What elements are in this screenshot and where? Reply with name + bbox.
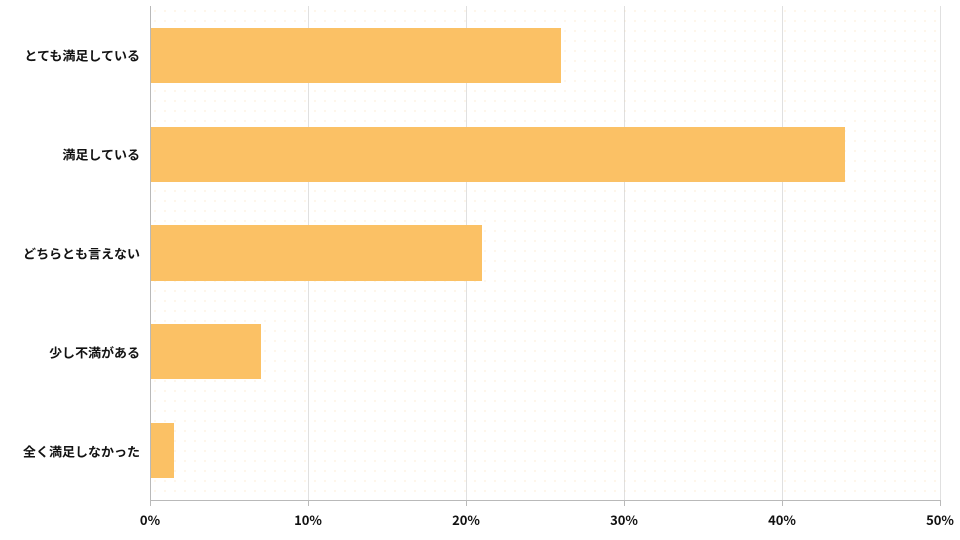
- gridline: [940, 6, 941, 500]
- y-tick-label: 満足している: [62, 145, 140, 164]
- bar: [150, 28, 561, 83]
- x-tick-label: 0%: [140, 510, 160, 529]
- bar: [150, 324, 261, 379]
- y-tick-label: どちらとも言えない: [23, 244, 140, 263]
- bar: [150, 423, 174, 478]
- y-tick-label: 全く満足しなかった: [23, 441, 140, 460]
- plot-area: [150, 6, 940, 500]
- x-tick-mark: [940, 500, 941, 506]
- gridline: [624, 6, 625, 500]
- x-tick-label: 30%: [610, 510, 638, 529]
- x-tick-label: 10%: [294, 510, 322, 529]
- x-tick-label: 40%: [768, 510, 796, 529]
- x-tick-label: 50%: [926, 510, 954, 529]
- y-tick-label: とても満足している: [24, 46, 140, 65]
- y-axis-line: [150, 6, 151, 500]
- gridline: [782, 6, 783, 500]
- bar: [150, 127, 845, 182]
- bar: [150, 225, 482, 280]
- y-tick-label: 少し不満がある: [49, 342, 140, 361]
- x-axis-line: [150, 500, 940, 501]
- satisfaction-bar-chart: 0% 10% 20% 30% 40% 50% とても満足している満足しているどちらとも言えな…: [0, 0, 960, 540]
- x-tick-label: 20%: [452, 510, 480, 529]
